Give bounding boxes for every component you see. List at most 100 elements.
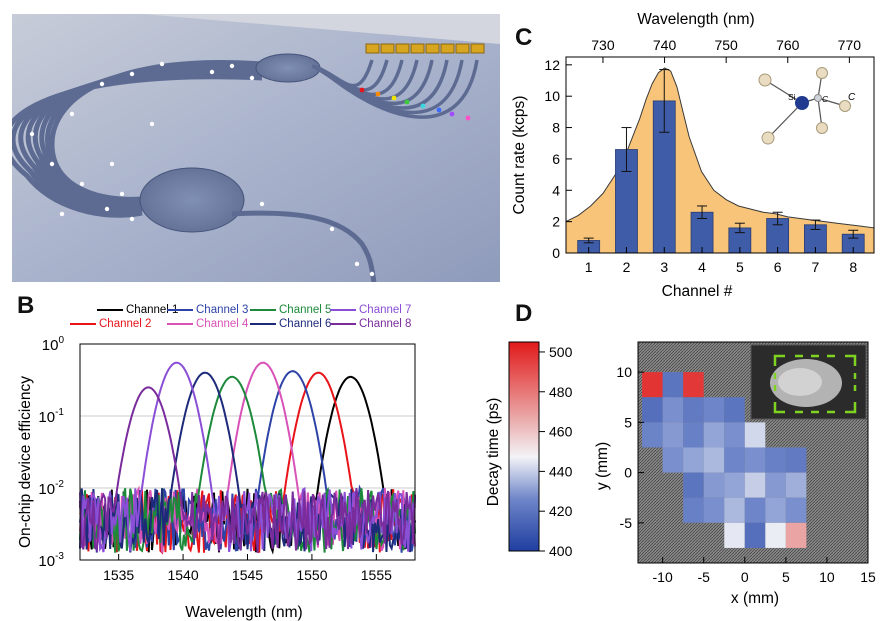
output-light-dot (404, 99, 410, 105)
y-tick-label: 12 (544, 57, 560, 73)
molecule-label-c1: C (822, 94, 829, 104)
output-light-dot (375, 91, 381, 97)
heatmap-cell (724, 422, 745, 448)
x-tick-label: 10 (819, 569, 835, 585)
bar-channel-4 (690, 205, 714, 254)
x-tick-label: 1540 (167, 567, 198, 583)
light-dot (129, 216, 135, 222)
heatmap-cell (703, 447, 725, 473)
x-tick-label: 8 (849, 259, 857, 275)
detector-pad (395, 43, 410, 54)
heatmap-cell (765, 497, 786, 523)
panel-label-d: D (515, 300, 533, 327)
colorbar-tick-label: 460 (549, 424, 573, 440)
light-dot (354, 261, 360, 267)
colorbar-label: Decay time (ps) (485, 398, 502, 507)
heatmap-cell (785, 447, 807, 473)
light-dot (129, 71, 135, 77)
heatmap-cell (744, 447, 766, 473)
x-tick-label: 1555 (361, 567, 392, 583)
count-rate-chart: Wavelength (nm) Count rate (kcps) Channe… (511, 11, 875, 300)
light-dot (249, 75, 255, 81)
y-tick-label: 4 (552, 182, 560, 198)
y-tick-label: 8 (552, 120, 560, 136)
heatmap-cell (724, 397, 745, 423)
x-tick-label: 1550 (296, 567, 327, 583)
heatmap-cell (765, 472, 786, 498)
x-tick-label: -5 (697, 569, 710, 585)
legend-label: Channel 4 (196, 318, 249, 330)
detector-pad (470, 43, 485, 54)
inset-photo (750, 344, 867, 420)
plot-frame (79, 343, 416, 561)
light-dot (29, 131, 35, 137)
light-dot (329, 226, 335, 232)
output-light-dot (465, 115, 471, 121)
light-dot (259, 201, 265, 207)
input-waveguide (231, 210, 377, 282)
y-axis-label: On-chip device efficiency (17, 376, 34, 548)
device-illustration (12, 14, 500, 282)
bar-channel-8 (841, 229, 865, 254)
panel-label-b: B (17, 292, 35, 319)
light-dot (99, 81, 105, 87)
heatmap-cell (724, 522, 745, 548)
detector-pad (440, 43, 455, 54)
heatmap-cell (703, 497, 725, 523)
heatmap-cell (662, 397, 684, 423)
heatmap-cell (683, 497, 704, 523)
heatmap-cell (785, 472, 807, 498)
detector-array (365, 43, 485, 54)
x-tick-label: 6 (774, 259, 782, 275)
star-coupler-top (255, 53, 321, 83)
legend-item-ch4: Channel 4 (167, 318, 248, 330)
y-tick-label: 0 (552, 245, 560, 261)
light-dot (369, 271, 375, 277)
heatmap-cell (724, 447, 745, 473)
heatmap-cell (744, 497, 766, 523)
bar-channel-1 (577, 237, 601, 254)
heatmap-cell (765, 522, 786, 548)
colorbar-tick-label: 440 (549, 463, 573, 479)
molecule-label-si: Si (788, 92, 796, 102)
top-tick-label: 770 (838, 37, 862, 53)
legend-item-ch1: Channel 1 (97, 304, 178, 316)
bar-channel-2 (615, 127, 638, 254)
x-tick-label: 3 (660, 259, 668, 275)
x-tick-label: -10 (653, 569, 673, 585)
top-tick-label: 750 (714, 37, 738, 53)
detector-pad (410, 43, 425, 54)
heatmap-cell (662, 422, 684, 448)
light-dot (209, 69, 215, 75)
x-axis-label: x (mm) (731, 590, 779, 607)
heatmap-cell (703, 422, 725, 448)
bar-channel-5 (728, 222, 752, 254)
output-light-dot (359, 87, 365, 93)
x-tick-label: 2 (623, 259, 631, 275)
x-tick-label: 1535 (103, 567, 134, 583)
molecule-label-c2: C (848, 92, 856, 103)
colorbar-tick-label: 420 (549, 503, 573, 519)
heatmap-cell (703, 472, 725, 498)
plot-frame (637, 341, 869, 564)
heatmap-cell (642, 397, 663, 423)
legend-item-ch6: Channel 6 (250, 318, 331, 330)
heatmap-cell (744, 422, 766, 448)
heatmap-cell (724, 497, 745, 523)
chip-top-face (12, 14, 500, 44)
molecule-inset: Si C C (758, 67, 856, 145)
y-tick-label: 2 (552, 214, 560, 230)
heatmap-cell (642, 422, 663, 448)
output-light-dot (420, 103, 426, 109)
light-dot (229, 63, 235, 69)
heatmap-cell (744, 472, 766, 498)
heatmap-cell (683, 472, 704, 498)
top-axis-label: Wavelength (nm) (637, 11, 754, 28)
y-tick-label: 10-3 (38, 551, 64, 570)
heatmap-cell (683, 397, 704, 423)
light-dot (149, 121, 155, 127)
heatmap-cell (724, 472, 745, 498)
light-dots (29, 61, 471, 277)
bar-channel-7 (804, 219, 827, 254)
